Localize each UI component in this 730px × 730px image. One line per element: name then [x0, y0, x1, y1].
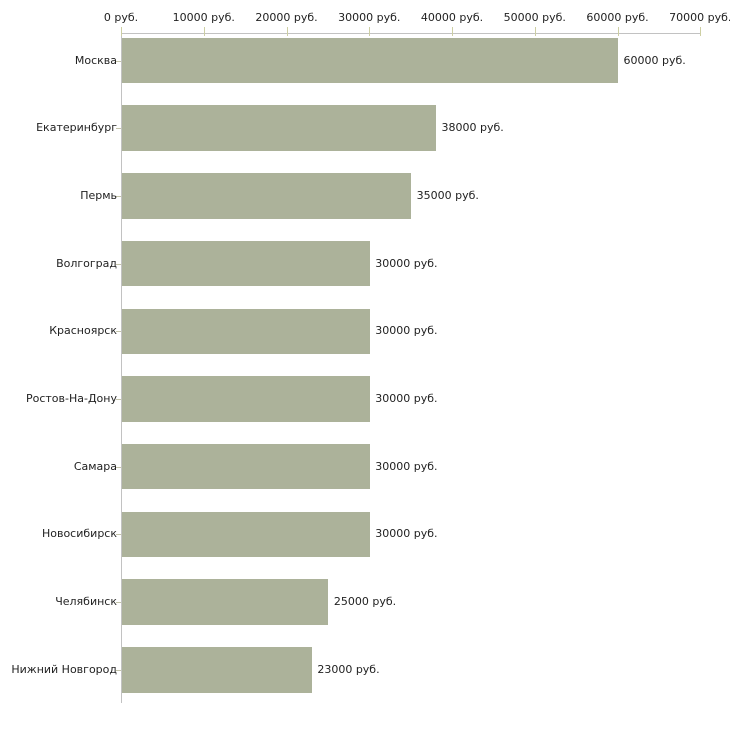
category-label-3: Волгоград — [56, 256, 117, 270]
category-label-7: Новосибирск — [41, 527, 117, 541]
value-label-8: 25000 руб. — [333, 595, 397, 609]
x-tick-label-0: 0 руб. — [103, 11, 139, 24]
value-label-3: 30000 руб. — [375, 256, 438, 270]
x-tick-label-5: 50000 руб. — [503, 11, 566, 24]
value-label-4: 30000 руб. — [375, 324, 438, 338]
category-label-1: Екатеринбург — [36, 121, 117, 135]
value-label-5: 30000 руб. — [375, 392, 438, 405]
bar-7 — [121, 511, 370, 558]
bar-1 — [121, 105, 436, 151]
bar-2 — [121, 173, 412, 219]
bar-5 — [121, 376, 370, 422]
y-tick-6 — [116, 466, 121, 468]
bar-6 — [121, 443, 370, 490]
y-tick-0 — [116, 60, 121, 62]
x-tick-label-7: 70000 руб. — [669, 11, 730, 24]
bar-9 — [121, 647, 312, 693]
category-label-5: Ростов-На-Дону — [25, 392, 117, 405]
y-tick-8 — [116, 602, 121, 604]
x-tick-0 — [121, 27, 122, 36]
value-label-6: 30000 руб. — [375, 459, 438, 473]
x-tick-7 — [700, 27, 702, 36]
y-tick-3 — [116, 263, 121, 265]
x-tick-3 — [369, 27, 371, 36]
y-tick-2 — [116, 195, 121, 197]
y-axis-line — [121, 33, 122, 703]
y-tick-9 — [116, 669, 121, 671]
x-tick-label-2: 20000 руб. — [255, 11, 318, 24]
y-tick-5 — [116, 399, 121, 400]
value-label-9: 23000 руб. — [317, 662, 380, 676]
x-tick-6 — [617, 27, 619, 36]
category-label-8: Челябинск — [55, 595, 117, 609]
bar-8 — [121, 579, 329, 625]
bar-3 — [121, 240, 370, 287]
x-tick-5 — [534, 27, 536, 36]
bar-4 — [121, 308, 370, 355]
x-tick-label-1: 10000 руб. — [172, 11, 235, 24]
x-tick-4 — [452, 27, 454, 36]
y-tick-1 — [116, 128, 121, 130]
value-label-1: 38000 руб. — [441, 121, 504, 135]
x-tick-label-6: 60000 руб. — [586, 11, 649, 24]
y-tick-4 — [116, 331, 121, 333]
x-tick-2 — [286, 27, 288, 36]
x-tick-label-3: 30000 руб. — [338, 11, 401, 24]
category-label-6: Самара — [73, 459, 117, 473]
category-label-2: Пермь — [80, 188, 117, 202]
x-tick-label-4: 40000 руб. — [420, 11, 484, 24]
value-label-2: 35000 руб. — [416, 188, 479, 202]
y-tick-7 — [116, 534, 121, 536]
x-tick-1 — [203, 27, 205, 36]
category-label-4: Красноярск — [49, 324, 117, 338]
value-label-7: 30000 руб. — [375, 527, 438, 541]
x-axis-line — [121, 33, 702, 34]
value-label-0: 60000 руб. — [623, 53, 686, 67]
bar-0 — [121, 37, 619, 84]
category-label-0: Москва — [74, 53, 117, 67]
category-label-9: Нижний Новгород — [11, 662, 117, 676]
